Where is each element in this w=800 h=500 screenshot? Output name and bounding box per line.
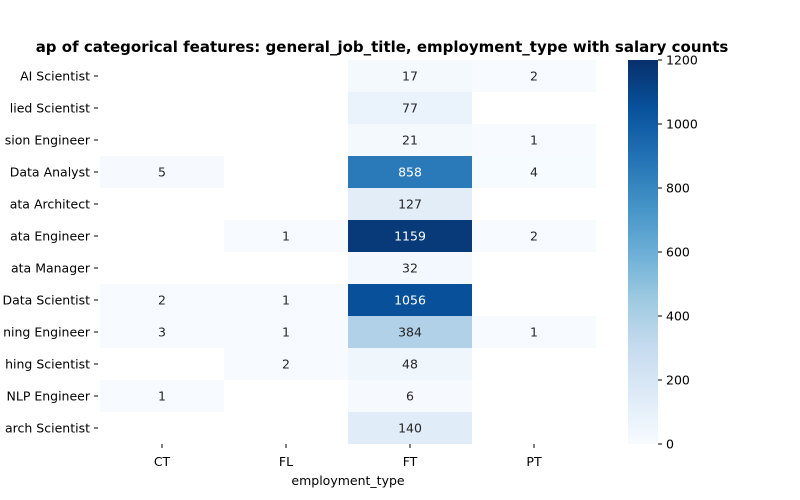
heatmap-cell bbox=[224, 284, 348, 316]
heatmap-cell bbox=[348, 92, 472, 124]
heatmap-cell bbox=[472, 220, 596, 252]
y-tick-label: ata Engineer bbox=[10, 229, 91, 244]
heatmap-cell bbox=[472, 124, 596, 156]
y-tick-label: lied Scientist bbox=[10, 101, 90, 116]
cell-value-label: 1 bbox=[282, 229, 290, 244]
cell-value-label: 1 bbox=[158, 389, 166, 404]
x-tick-labels: CT FL FT PT bbox=[154, 444, 542, 469]
colorbar-tick-label: 400 bbox=[666, 309, 690, 324]
heatmap-cell bbox=[348, 60, 472, 92]
cell-value-label: 32 bbox=[402, 261, 418, 276]
heatmap-cell bbox=[348, 284, 472, 316]
y-tick-label: arch Scientist bbox=[5, 421, 90, 436]
heatmap-cell bbox=[472, 316, 596, 348]
colorbar-tick-label: 1000 bbox=[666, 117, 698, 132]
heatmap-cell bbox=[224, 316, 348, 348]
y-tick-label: ning Engineer bbox=[3, 325, 91, 340]
heatmap-cell bbox=[348, 188, 472, 220]
heatmap-cell bbox=[100, 316, 224, 348]
cell-value-label: 2 bbox=[282, 357, 290, 372]
cell-value-label: 2 bbox=[530, 69, 538, 84]
cell-value-label: 140 bbox=[398, 421, 422, 436]
heatmap-cell bbox=[348, 220, 472, 252]
cell-value-label: 384 bbox=[398, 325, 422, 340]
cell-value-label: 1 bbox=[282, 325, 290, 340]
heatmap-cell bbox=[472, 156, 596, 188]
cell-value-label: 858 bbox=[398, 165, 422, 180]
heatmap-cell bbox=[348, 412, 472, 444]
colorbar-tick-label: 800 bbox=[666, 181, 690, 196]
cell-value-label: 5 bbox=[158, 165, 166, 180]
y-tick-label: sion Engineer bbox=[5, 133, 91, 148]
cell-value-label: 1 bbox=[530, 133, 538, 148]
colorbar-ticks: 0 200 400 600 800 1000 1200 bbox=[658, 53, 698, 452]
cell-value-label: 17 bbox=[402, 69, 418, 84]
y-tick-label: hing Scientist bbox=[5, 357, 90, 372]
colorbar-tick-label: 600 bbox=[666, 245, 690, 260]
cell-value-label: 1159 bbox=[394, 229, 426, 244]
y-tick-labels: AI Scientist lied Scientist sion Engineer D… bbox=[3, 69, 98, 436]
cell-value-label: 1 bbox=[530, 325, 538, 340]
cell-value-label: 4 bbox=[530, 165, 538, 180]
heatmap-cell bbox=[348, 380, 472, 412]
heatmap-cell bbox=[348, 124, 472, 156]
heatmap-cell bbox=[224, 220, 348, 252]
heatmap-cell bbox=[100, 156, 224, 188]
y-tick-label: Data Analyst bbox=[10, 165, 90, 180]
x-tick-label: PT bbox=[526, 454, 542, 469]
y-tick-label: ata Architect bbox=[10, 197, 90, 212]
x-tick-label: CT bbox=[154, 454, 171, 469]
x-axis-label: employment_type bbox=[291, 473, 404, 488]
heatmap-cell bbox=[348, 348, 472, 380]
cell-value-label: 2 bbox=[158, 293, 166, 308]
colorbar bbox=[628, 60, 658, 444]
heatmap-cell bbox=[100, 380, 224, 412]
cell-value-label: 1056 bbox=[394, 293, 426, 308]
heatmap-cell bbox=[348, 316, 472, 348]
colorbar-tick-label: 200 bbox=[666, 373, 690, 388]
chart-title: ap of categorical features: general_job_… bbox=[36, 38, 729, 56]
heatmap-cell bbox=[472, 60, 596, 92]
cell-value-label: 21 bbox=[402, 133, 418, 148]
y-tick-label: AI Scientist bbox=[20, 69, 90, 84]
heatmap-cell bbox=[100, 284, 224, 316]
y-tick-label: Data Scientist bbox=[3, 293, 91, 308]
cell-value-label: 77 bbox=[402, 101, 418, 116]
y-tick-label: ata Manager bbox=[11, 261, 91, 276]
heatmap-cell bbox=[224, 348, 348, 380]
cell-value-label: 1 bbox=[282, 293, 290, 308]
colorbar-tick-label: 0 bbox=[666, 437, 674, 452]
x-tick-label: FT bbox=[403, 454, 418, 469]
heatmap-cell bbox=[348, 156, 472, 188]
cell-value-label: 2 bbox=[530, 229, 538, 244]
x-tick-label: FL bbox=[279, 454, 293, 469]
colorbar-tick-label: 1200 bbox=[666, 53, 698, 68]
y-tick-label: NLP Engineer bbox=[7, 389, 91, 404]
heatmap-cell bbox=[348, 252, 472, 284]
cell-value-label: 48 bbox=[402, 357, 418, 372]
cell-value-label: 127 bbox=[398, 197, 422, 212]
cell-value-label: 3 bbox=[158, 325, 166, 340]
cell-value-label: 6 bbox=[406, 389, 414, 404]
